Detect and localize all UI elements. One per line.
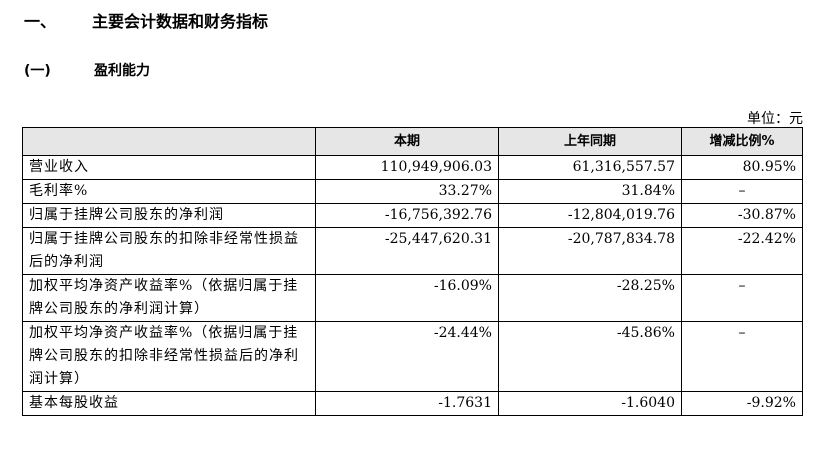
- row-previous: -1.6040: [498, 391, 682, 416]
- row-change: -22.42%: [681, 227, 803, 275]
- table-row: 毛利率% 33.27% 31.84% –: [22, 179, 803, 204]
- row-change: –: [681, 274, 803, 322]
- row-change: 80.95%: [681, 155, 803, 180]
- row-current: -25,447,620.31: [315, 227, 499, 275]
- section-heading: 一、 主要会计数据和财务指标: [24, 8, 268, 32]
- row-label: 毛利率%: [22, 179, 316, 204]
- row-current: -24.44%: [315, 321, 499, 392]
- row-previous: -20,787,834.78: [498, 227, 682, 275]
- table-row: 加权平均净资产收益率%（依据归属于挂牌公司股东的净利润计算） -16.09% -…: [22, 274, 803, 322]
- subsection-heading: (一) 盈利能力: [24, 60, 150, 80]
- row-change: -30.87%: [681, 203, 803, 228]
- header-change: 增减比例%: [681, 127, 803, 156]
- table-header-row: 本期 上年同期 增减比例%: [22, 127, 803, 156]
- row-current: 110,949,906.03: [315, 155, 499, 180]
- row-current: -16,756,392.76: [315, 203, 499, 228]
- row-current: -16.09%: [315, 274, 499, 322]
- financial-table: 本期 上年同期 增减比例% 营业收入 110,949,906.03 61,316…: [22, 127, 803, 416]
- row-label: 加权平均净资产收益率%（依据归属于挂牌公司股东的净利润计算）: [22, 274, 316, 322]
- unit-label: 单位：元: [747, 111, 803, 127]
- section-title: 主要会计数据和财务指标: [92, 12, 269, 31]
- subsection-title: 盈利能力: [94, 63, 150, 79]
- table-row: 归属于挂牌公司股东的净利润 -16,756,392.76 -12,804,019…: [22, 203, 803, 228]
- row-current: -1.7631: [315, 391, 499, 416]
- row-label: 基本每股收益: [22, 391, 316, 416]
- row-previous: -45.86%: [498, 321, 682, 392]
- row-current: 33.27%: [315, 179, 499, 204]
- row-previous: 61,316,557.57: [498, 155, 682, 180]
- header-previous: 上年同期: [498, 127, 682, 156]
- row-change: –: [681, 321, 803, 392]
- header-current: 本期: [315, 127, 499, 156]
- row-previous: -12,804,019.76: [498, 203, 682, 228]
- subsection-number: (一): [24, 63, 51, 79]
- row-label: 营业收入: [22, 155, 316, 180]
- table-row: 营业收入 110,949,906.03 61,316,557.57 80.95%: [22, 155, 803, 180]
- row-label: 加权平均净资产收益率%（依据归属于挂牌公司股东的扣除非经常性损益后的净利润计算）: [22, 321, 316, 392]
- section-number: 一、: [24, 12, 57, 31]
- header-label: [22, 127, 316, 156]
- row-change: –: [681, 179, 803, 204]
- table-row: 归属于挂牌公司股东的扣除非经常性损益后的净利润 -25,447,620.31 -…: [22, 227, 803, 275]
- table-row: 基本每股收益 -1.7631 -1.6040 -9.92%: [22, 391, 803, 416]
- row-label: 归属于挂牌公司股东的扣除非经常性损益后的净利润: [22, 227, 316, 275]
- row-label: 归属于挂牌公司股东的净利润: [22, 203, 316, 228]
- row-previous: 31.84%: [498, 179, 682, 204]
- table-row: 加权平均净资产收益率%（依据归属于挂牌公司股东的扣除非经常性损益后的净利润计算）…: [22, 321, 803, 392]
- row-previous: -28.25%: [498, 274, 682, 322]
- row-change: -9.92%: [681, 391, 803, 416]
